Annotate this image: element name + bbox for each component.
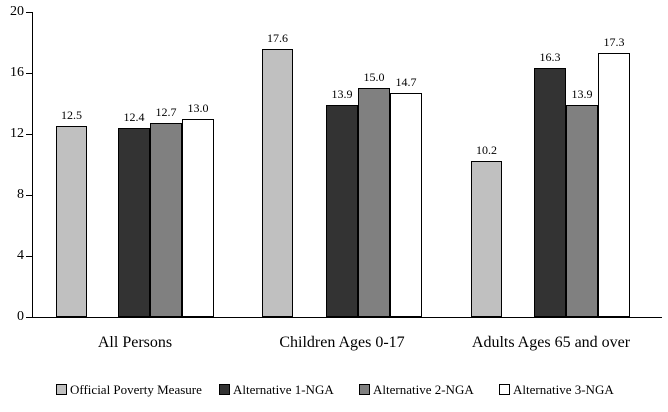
y-axis-tick-label: 16	[10, 65, 24, 80]
bar-value-label: 12.7	[155, 105, 177, 119]
bar-value-label: 12.4	[123, 110, 145, 124]
bar-official-poverty-measure-children-ages-0-17	[262, 49, 293, 317]
category-label-children-ages-0-17: Children Ages 0-17	[279, 334, 405, 351]
bar-official-poverty-measure-adults-ages-65-and-over	[471, 161, 502, 317]
y-axis-tick-label: 4	[17, 248, 24, 263]
y-axis-tick-label: 20	[10, 4, 24, 19]
bar-official-poverty-measure-all-persons	[56, 126, 87, 317]
bar-alternative-3-nga-children-ages-0-17	[390, 93, 422, 317]
bar-value-label: 16.3	[539, 50, 561, 64]
y-axis-tick-label: 8	[17, 187, 24, 202]
bar-value-label: 17.3	[603, 35, 625, 49]
y-axis-tick	[26, 256, 32, 257]
y-axis-tick-label: 12	[10, 126, 24, 141]
category-label-all-persons: All Persons	[97, 334, 173, 351]
y-axis-tick	[26, 195, 32, 196]
legend-swatch-alternative-1-nga	[219, 384, 230, 395]
bar-value-label: 10.2	[476, 143, 497, 157]
legend-swatch-alternative-2-nga	[359, 384, 370, 395]
bar-alternative-2-nga-children-ages-0-17	[358, 88, 390, 317]
bar-alternative-1-nga-all-persons	[118, 128, 150, 317]
legend-item-alternative-3-nga: Alternative 3-NGA	[499, 383, 614, 396]
bar-alternative-1-nga-children-ages-0-17	[326, 105, 358, 317]
bar-value-label: 12.5	[61, 108, 82, 122]
y-axis-tick	[26, 317, 32, 318]
bar-value-label: 13.9	[331, 87, 353, 101]
y-axis-tick	[26, 73, 32, 74]
bar-value-label: 13.9	[571, 87, 593, 101]
bar-value-label: 15.0	[363, 70, 385, 84]
legend-label: Official Poverty Measure	[70, 382, 202, 397]
legend-label: Alternative 1-NGA	[233, 382, 334, 397]
legend-item-alternative-1-nga: Alternative 1-NGA	[219, 383, 334, 396]
bar-alternative-1-nga-adults-ages-65-and-over	[534, 68, 566, 317]
bar-value-label: 17.6	[267, 31, 288, 45]
bar-alternative-3-nga-all-persons	[182, 119, 214, 317]
bar-value-label: 14.7	[395, 75, 417, 89]
legend-swatch-alternative-3-nga	[499, 384, 510, 395]
bar-alternative-2-nga-all-persons	[150, 123, 182, 317]
legend-swatch-official-poverty-measure	[56, 384, 67, 395]
x-axis-line	[32, 317, 662, 318]
y-axis-tick	[26, 12, 32, 13]
category-label-adults-ages-65-and-over: Adults Ages 65 and over	[471, 334, 631, 351]
legend-label: Alternative 3-NGA	[513, 382, 614, 397]
legend-item-official-poverty-measure: Official Poverty Measure	[56, 383, 202, 396]
y-axis-line	[32, 12, 33, 318]
bar-alternative-3-nga-adults-ages-65-and-over	[598, 53, 630, 317]
bar-alternative-2-nga-adults-ages-65-and-over	[566, 105, 598, 317]
y-axis-tick	[26, 134, 32, 135]
bar-value-label: 13.0	[187, 101, 209, 115]
legend-item-alternative-2-nga: Alternative 2-NGA	[359, 383, 474, 396]
legend-label: Alternative 2-NGA	[373, 382, 474, 397]
y-axis-tick-label: 0	[17, 309, 24, 324]
